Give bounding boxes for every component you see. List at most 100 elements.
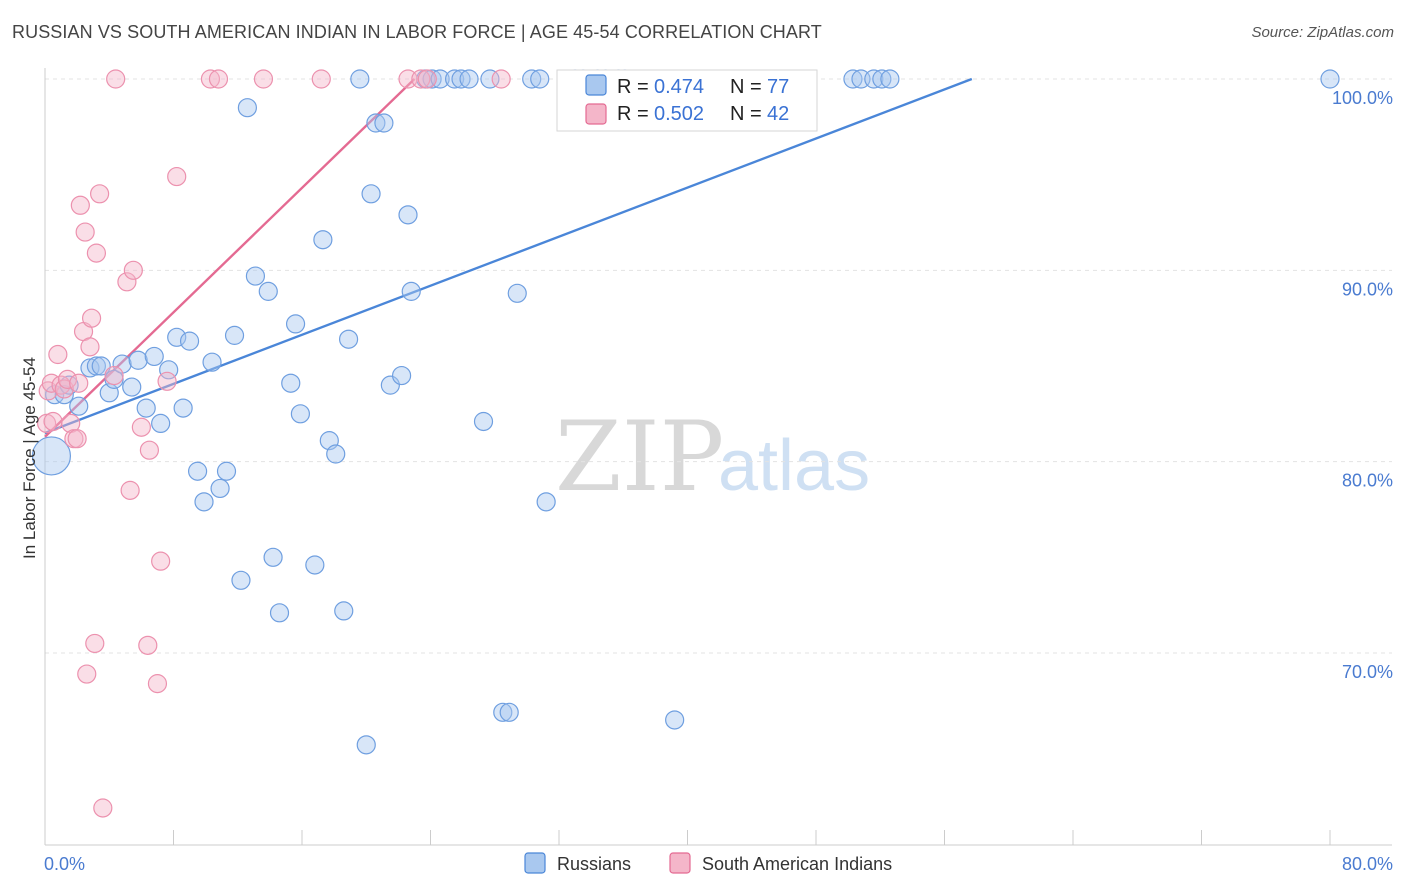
y-tick-label: 90.0% [1342,279,1393,299]
point-russians [401,281,421,301]
gridlines [45,78,1392,654]
point-russians [473,411,494,432]
point-russians [281,373,301,393]
point-russians [112,354,132,374]
point-south-american-indians [123,260,143,280]
point-south-american-indians [69,373,89,393]
point-russians [136,398,156,418]
point-south-american-indians [106,69,126,89]
chart-title: RUSSIAN VS SOUTH AMERICAN INDIAN IN LABO… [12,22,822,42]
legend-n-label-1: N = [730,76,762,98]
point-russians [507,283,527,303]
point-south-american-indians [70,195,90,215]
legend-r-value-2: 0.502 [654,103,704,125]
legend-r-label-1: R = [617,76,649,98]
trendline-south-american-indians [44,78,416,438]
point-russians [187,461,208,481]
point-russians [444,69,465,89]
point-russians [326,444,346,464]
point-russians [31,436,72,476]
point-russians [269,603,290,623]
point-south-american-indians [253,69,274,89]
point-russians [1320,69,1340,89]
point-south-american-indians [417,69,437,89]
point-south-american-indians [411,69,431,89]
legend-stats: R = 0.474 N = 77 R = 0.502 N = 42 [556,69,818,132]
point-russians [499,702,519,722]
watermark-atlas: atlas [718,426,870,506]
point-russians [493,702,513,722]
point-south-american-indians [75,222,95,242]
point-russians [522,69,542,89]
point-russians [338,329,359,349]
point-south-american-indians [57,369,78,389]
point-south-american-indians [131,417,151,437]
point-russians [245,266,266,286]
point-russians [151,413,171,433]
point-south-american-indians [117,272,137,292]
point-south-american-indians [48,344,68,365]
point-russians [864,69,884,89]
source-credit: Source: ZipAtlas.com [1251,24,1394,41]
y-tick-label: 100.0% [1332,88,1393,108]
point-russians [374,113,394,133]
point-russians [398,205,418,225]
point-russians [173,398,193,418]
legend-item-south-american-indians-swatch [669,852,691,874]
point-russians [194,492,214,512]
point-russians [216,461,237,481]
legend-r-value-1: 0.474 [654,76,704,98]
legend-item-russians: Russians [557,854,631,874]
point-russians [356,735,376,755]
point-russians [237,98,257,118]
point-russians [86,356,107,376]
point-russians [366,113,386,133]
point-south-american-indians [491,69,511,89]
point-russians [210,478,230,499]
point-south-american-indians [93,798,113,818]
y-tick-label: 70.0% [1342,662,1393,682]
legend-series: Russians South American Indians [524,852,892,874]
point-south-american-indians [81,308,102,328]
point-russians [880,69,900,89]
point-south-american-indians [67,429,87,449]
legend-n-value-1: 77 [767,76,789,98]
point-russians [128,350,148,370]
point-russians [843,69,863,89]
point-south-american-indians [43,411,63,432]
point-south-american-indians [90,184,110,204]
point-russians [665,710,685,730]
point-russians [451,69,471,89]
point-russians [231,570,251,590]
point-south-american-indians [138,635,158,655]
point-south-american-indians [200,69,221,89]
point-russians [350,69,370,89]
point-russians [263,547,283,567]
trendline-russians [44,77,973,435]
y-axis-label: In Labor Force | Age 45-54 [20,357,39,559]
point-russians [305,555,325,575]
point-south-american-indians [151,551,171,571]
point-russians [391,365,412,386]
point-russians [530,69,550,89]
point-south-american-indians [157,371,177,391]
point-south-american-indians [80,337,100,357]
point-russians [536,492,556,512]
point-south-american-indians [77,664,97,684]
point-south-american-indians [139,440,160,460]
legend-item-south-american-indians: South American Indians [702,854,892,874]
point-russians [285,314,306,334]
x-tick-label: 80.0% [1342,854,1393,874]
point-russians [422,69,442,89]
point-south-american-indians [167,166,187,187]
point-russians [480,69,500,89]
x-tick-label: 0.0% [44,854,85,874]
point-south-american-indians [85,633,105,654]
point-russians [179,331,200,351]
point-south-american-indians [104,365,124,386]
point-russians [122,377,142,397]
point-russians [69,396,89,416]
point-russians [258,281,278,301]
y-tick-label: 80.0% [1342,471,1393,491]
